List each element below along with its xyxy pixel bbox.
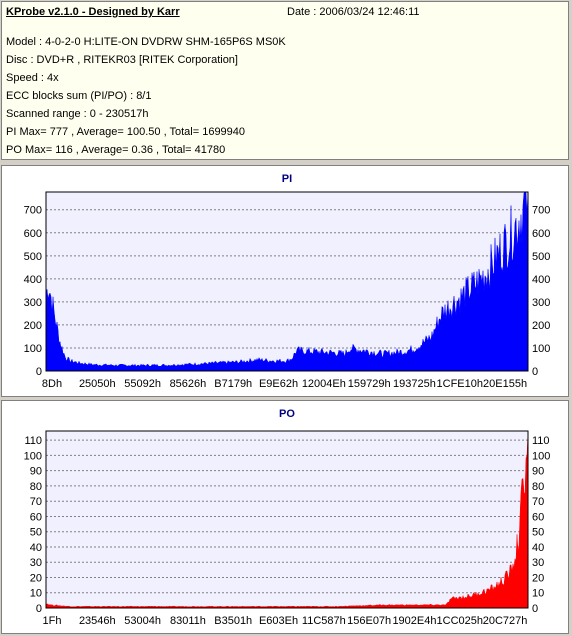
po-chart: PO 0 0 10 10 20 20 30 30 40 40 50 50 60 60 70 70 80 80 90 90… <box>24 408 551 627</box>
pi-chart-panel: PI 0 0 100 100 200 200 300 300 400 400 500 500 600 600… <box>1 165 569 397</box>
x-tick-label: 55092h <box>124 378 161 390</box>
x-tick-label: 25050h <box>79 378 116 390</box>
x-tick-label: 85626h <box>170 378 207 390</box>
x-tick-label: 1CC025h <box>437 615 483 627</box>
y-tick-label-right: 30 <box>532 557 544 569</box>
app-title: KProbe v2.1.0 - Designed by Karr <box>6 6 180 18</box>
scan-date: Date : 2006/03/24 12:46:11 <box>287 6 420 18</box>
y-tick-label-left: 0 <box>36 603 42 615</box>
x-tick-label: B3501h <box>214 615 252 627</box>
y-tick-label-right: 10 <box>532 588 544 600</box>
plot-frame <box>45 191 529 372</box>
series-area-po <box>45 430 529 609</box>
y-tick-label-right: 40 <box>532 542 544 554</box>
y-tick-label-left: 50 <box>30 527 42 539</box>
y-tick-label-left: 500 <box>24 251 42 263</box>
y-tick-label-right: 110 <box>532 435 550 447</box>
chart-title: PO <box>279 408 295 420</box>
y-tick-label-right: 0 <box>532 603 538 615</box>
pi-chart: PI 0 0 100 100 200 200 300 300 400 400 500 500 600 600… <box>24 173 551 390</box>
x-tick-label: 12004Eh <box>302 378 346 390</box>
chart-title: PI <box>282 173 292 185</box>
model-line: Model : 4-0-2-0 H:LITE-ON DVDRW SHM-165P… <box>6 36 286 48</box>
y-tick-label-left: 70 <box>30 496 42 508</box>
x-tick-label: 1902E4h <box>392 615 436 627</box>
y-tick-label-right: 60 <box>532 511 544 523</box>
y-tick-label-left: 700 <box>24 205 42 217</box>
y-tick-label-right: 400 <box>532 274 550 286</box>
y-tick-label-right: 80 <box>532 481 544 493</box>
range-line: Scanned range : 0 - 230517h <box>6 108 149 120</box>
x-tick-label: 193725h <box>393 378 436 390</box>
x-tick-label: 8Dh <box>42 378 62 390</box>
y-tick-label-left: 110 <box>24 435 42 447</box>
y-tick-label-right: 500 <box>532 251 550 263</box>
y-tick-label-left: 300 <box>24 297 42 309</box>
series-area-pi <box>45 191 529 372</box>
ecc-line: ECC blocks sum (PI/PO) : 8/1 <box>6 90 152 102</box>
plot-area <box>45 430 529 609</box>
x-tick-label: 20C727h <box>483 615 528 627</box>
x-tick-label: 11C587h <box>302 615 346 627</box>
y-tick-label-left: 30 <box>30 557 42 569</box>
po-chart-panel: PO 0 0 10 10 20 20 30 30 40 40 50 50 60 60 70 70 80 80 90 90… <box>1 400 569 634</box>
y-tick-label-left: 60 <box>30 511 42 523</box>
x-tick-label: 1CFE10h <box>437 378 483 390</box>
x-tick-label: 53004h <box>124 615 161 627</box>
y-tick-label-left: 20 <box>30 572 42 584</box>
y-tick-label-left: 40 <box>30 542 42 554</box>
x-tick-label: B7179h <box>214 378 252 390</box>
x-tick-label: 83011h <box>170 615 206 627</box>
y-tick-label-left: 100 <box>24 450 42 462</box>
y-tick-label-left: 0 <box>36 366 42 378</box>
y-tick-label-left: 200 <box>24 320 42 332</box>
pi-summary-line: PI Max= 777 , Average= 100.50 , Total= 1… <box>6 126 246 138</box>
y-tick-label-right: 100 <box>532 343 550 355</box>
y-tick-label-left: 80 <box>30 481 42 493</box>
x-tick-label: 156E07h <box>347 615 391 627</box>
y-tick-label-right: 200 <box>532 320 550 332</box>
x-tick-label: 23546h <box>79 615 116 627</box>
x-tick-label: 1Fh <box>43 615 62 627</box>
y-tick-label-right: 90 <box>532 466 544 478</box>
y-tick-label-right: 0 <box>532 366 538 378</box>
y-tick-label-left: 90 <box>30 466 42 478</box>
speed-line: Speed : 4x <box>6 72 59 84</box>
y-tick-label-right: 600 <box>532 228 550 240</box>
x-tick-label: E603Eh <box>259 615 298 627</box>
y-tick-label-right: 20 <box>532 572 544 584</box>
y-tick-label-right: 700 <box>532 205 550 217</box>
disc-line: Disc : DVD+R , RITEKR03 [RITEK Corporati… <box>6 54 238 66</box>
y-tick-label-right: 50 <box>532 527 544 539</box>
y-tick-label-left: 600 <box>24 228 42 240</box>
y-tick-label-left: 10 <box>30 588 42 600</box>
po-summary-line: PO Max= 116 , Average= 0.36 , Total= 417… <box>6 144 226 156</box>
y-tick-label-right: 70 <box>532 496 544 508</box>
y-tick-label-right: 300 <box>532 297 550 309</box>
plot-frame <box>45 430 529 609</box>
y-tick-label-left: 100 <box>24 343 42 355</box>
x-tick-label: E9E62h <box>259 378 298 390</box>
x-tick-label: 20E155h <box>483 378 527 390</box>
y-tick-label-left: 400 <box>24 274 42 286</box>
disc-info-panel: KProbe v2.1.0 - Designed by Karr Date : … <box>1 1 569 160</box>
x-tick-label: 159729h <box>348 378 391 390</box>
y-tick-label-right: 100 <box>532 450 550 462</box>
